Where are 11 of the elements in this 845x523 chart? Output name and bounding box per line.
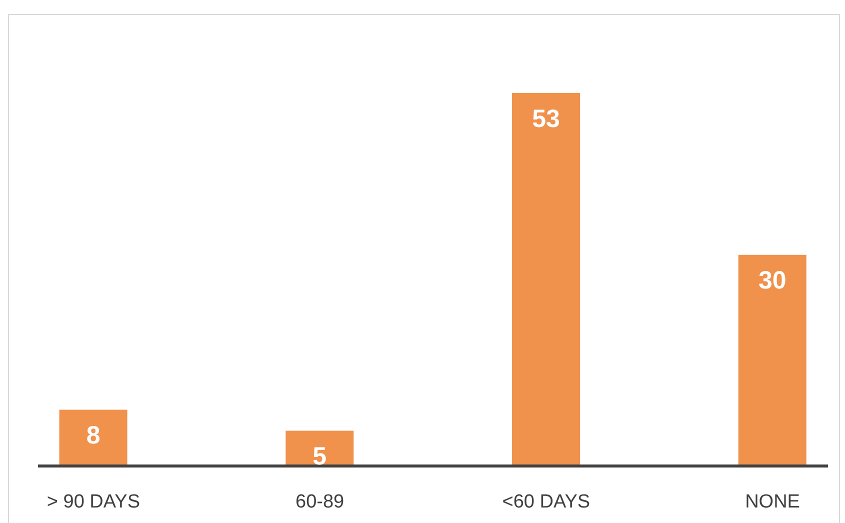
- x-tick-label: 60-89: [296, 491, 344, 512]
- bar: [512, 93, 580, 466]
- data-label: 5: [312, 442, 327, 471]
- x-tick-label: <60 DAYS: [502, 491, 590, 512]
- x-tick-label: > 90 DAYS: [46, 491, 140, 512]
- bar: [738, 254, 806, 466]
- data-label: 30: [758, 266, 786, 295]
- x-tick-label: NONE: [745, 491, 800, 512]
- data-label: 53: [532, 104, 560, 133]
- data-label: 8: [86, 421, 100, 450]
- bar: [59, 410, 128, 466]
